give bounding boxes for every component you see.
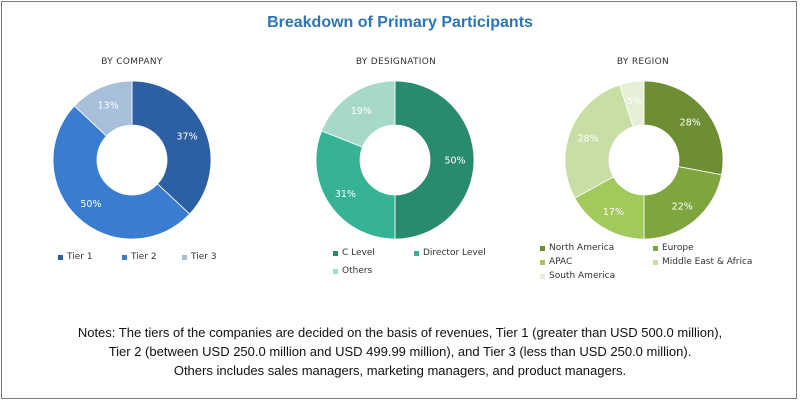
legend-item-north-america: North America	[540, 243, 614, 253]
slice-c-level	[394, 80, 475, 240]
donut-designation: 50% 31% 19%	[315, 80, 475, 240]
slice-label-others: 19%	[351, 106, 372, 117]
legend-label: Tier 2	[131, 252, 157, 262]
legend-swatch	[540, 245, 545, 251]
legend-label: Tier 1	[67, 252, 93, 262]
legend-item-middle-east-africa: Middle East & Africa	[653, 257, 752, 267]
legend-item-europe: Europe	[653, 243, 694, 253]
slice-label-tier-1: 37%	[177, 132, 198, 143]
slice-label-c-level: 50%	[444, 156, 465, 167]
slice-label-tier-2: 50%	[80, 199, 101, 210]
legend-swatch	[182, 254, 187, 260]
legend-swatch	[333, 250, 338, 256]
slice-south-america	[619, 80, 645, 128]
legend-item-tier-3: Tier 3	[182, 252, 217, 262]
slice-others	[321, 80, 396, 148]
slice-label-middle-east-africa: 28%	[578, 133, 599, 144]
legend-label: C Level	[342, 248, 375, 258]
legend-item-c-level: C Level	[333, 248, 375, 258]
legend-swatch	[540, 273, 545, 279]
slice-north-america	[643, 80, 724, 176]
slice-label-north-america: 28%	[680, 117, 701, 128]
legend-swatch	[653, 245, 658, 251]
legend-swatch	[540, 259, 545, 265]
legend-swatch	[414, 250, 419, 256]
legend-item-director-level: Director Level	[414, 248, 486, 258]
donut-company: 37% 50% 13%	[52, 80, 212, 240]
legend-swatch	[58, 254, 63, 260]
slice-tier-2	[52, 105, 191, 240]
legend-item-tier-2: Tier 2	[122, 252, 157, 262]
legend-label: South America	[549, 271, 616, 281]
slice-middle-east-africa	[564, 84, 634, 199]
legend-label: Tier 3	[191, 252, 217, 262]
slice-label-tier-3: 13%	[98, 100, 119, 111]
slice-director-level	[315, 130, 396, 240]
legend-swatch	[333, 268, 338, 274]
slice-label-director-level: 31%	[335, 189, 356, 200]
main-title: Breakdown of Primary Participants	[267, 14, 533, 31]
chart-title-designation: BY DESIGNATION	[355, 57, 437, 67]
notes: Notes: The tiers of the companies are de…	[0, 323, 800, 380]
legend-label: APAC	[549, 257, 573, 267]
legend-swatch	[653, 259, 658, 265]
legend-item-south-america: South America	[540, 271, 615, 281]
legend-item-apac: APAC	[540, 257, 572, 267]
legend-item-others: Others	[333, 266, 372, 276]
notes-line-1: Notes: The tiers of the companies are de…	[77, 325, 723, 340]
slice-label-europe: 22%	[672, 202, 693, 213]
legend-item-tier-1: Tier 1	[58, 252, 93, 262]
donut-region: 28% 22% 17% 28% 5%	[564, 80, 724, 240]
chart-title-region: BY REGION	[616, 57, 670, 67]
notes-line-3: Others includes sales managers, marketin…	[173, 363, 627, 378]
chart-title-company: BY COMPANY	[101, 57, 163, 67]
legend-label: Others	[342, 266, 373, 276]
slice-label-south-america: 5%	[627, 96, 642, 107]
slice-label-apac: 17%	[603, 207, 624, 218]
legend-swatch	[122, 254, 127, 260]
slice-europe	[643, 166, 723, 240]
legend-label: Director Level	[423, 248, 486, 258]
slice-tier-3	[73, 80, 133, 137]
legend-label: North America	[549, 243, 615, 253]
legend-label: Middle East & Africa	[662, 257, 753, 267]
notes-line-2: Tier 2 (between USD 250.0 million and US…	[108, 344, 692, 359]
slice-tier-1	[131, 80, 212, 215]
legend-label: Europe	[662, 243, 694, 253]
